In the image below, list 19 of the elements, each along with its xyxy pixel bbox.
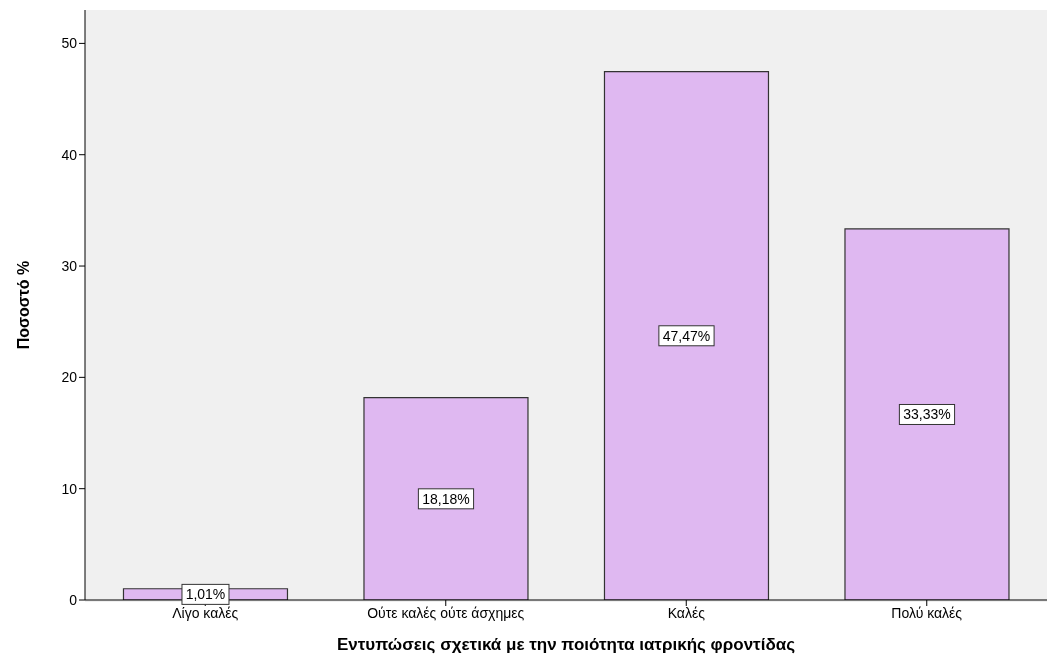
y-tick-label: 50: [61, 35, 78, 52]
x-tick-label: Καλές: [667, 604, 706, 621]
x-tick-label: Λίγο καλές: [172, 604, 239, 621]
y-tick-label: 30: [61, 258, 78, 275]
y-tick-label: 20: [61, 369, 78, 386]
x-tick-label: Πολύ καλές: [891, 604, 963, 621]
x-tick-label: Ούτε καλές ούτε άσχημες: [367, 604, 525, 621]
bar: [844, 228, 1010, 600]
bar: [363, 397, 529, 600]
data-label: 33,33%: [903, 406, 951, 423]
y-tick-label: 0: [69, 591, 78, 608]
data-label: 47,47%: [662, 327, 711, 344]
data-label: 1,01%: [185, 586, 226, 603]
bar: [603, 70, 770, 600]
data-label: 18,18%: [422, 490, 470, 507]
x-axis-title: Εντυπώσεις σχετικά με την ποιότητα ιατρικής φροντίδας: [336, 635, 796, 654]
y-tick-label: 10: [61, 480, 78, 497]
y-axis-title: Ποσοστό %: [14, 260, 32, 350]
y-tick-label: 40: [61, 146, 78, 163]
